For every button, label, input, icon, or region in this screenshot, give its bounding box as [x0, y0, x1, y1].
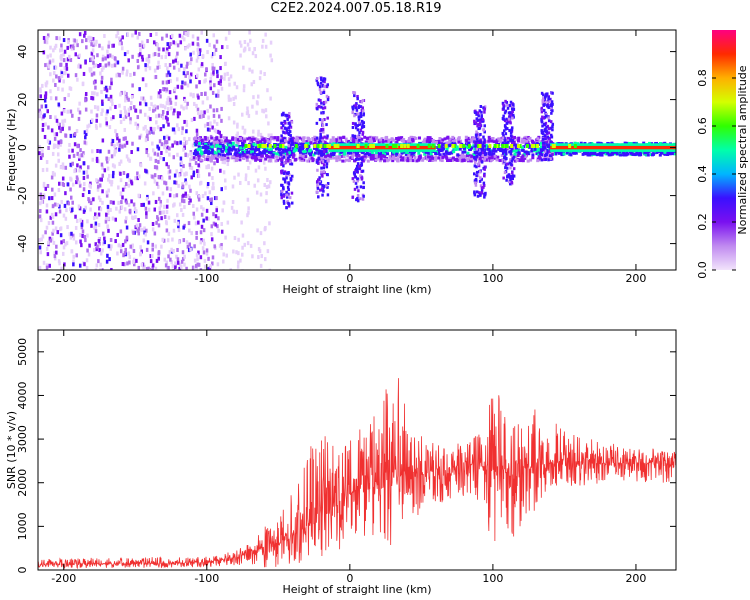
colorbar-tick-label: 0.0 [696, 261, 709, 279]
y-tick-label: 0 [16, 144, 29, 151]
x-axis-label: Height of straight line (km) [282, 283, 431, 296]
snr-frame [37, 329, 677, 571]
x-tick-label: -100 [194, 572, 219, 585]
colorbar-tick-label: 0.8 [696, 69, 709, 87]
y-tick-label: 20 [16, 93, 29, 107]
spectrogram-cells [38, 30, 676, 270]
x-tick-label: 0 [346, 272, 353, 285]
snr-panel: -200 -100 0 100 200010002000300040005000Heig… [5, 329, 677, 596]
x-tick-label: 200 [625, 272, 646, 285]
y-tick-label: 4000 [16, 381, 29, 409]
spectrogram-frame [37, 29, 677, 271]
y-tick-label: 3000 [16, 425, 29, 453]
y-axis-label: Frequency (Hz) [5, 109, 18, 192]
colorbar-tick-label: 0.6 [696, 117, 709, 135]
y-tick-label: 5000 [16, 338, 29, 366]
y-axis-label: SNR (10 * v/v) [5, 411, 18, 489]
x-tick-label: 100 [482, 272, 503, 285]
x-tick-label: 200 [625, 572, 646, 585]
x-tick-label: 0 [346, 572, 353, 585]
colorbar: 0.0 0.2 0.4 0.6 0.8 Normalized spectral ampli… [696, 30, 749, 279]
y-tick-label: -20 [16, 187, 29, 205]
x-tick-label: -200 [51, 572, 76, 585]
colorbar-label: Normalized spectral amplitude [736, 65, 749, 234]
y-tick-label: 1000 [16, 512, 29, 540]
y-tick-label: -40 [16, 235, 29, 253]
colorbar-tick-label: 0.2 [696, 213, 709, 231]
colorbar-tick-label: 0.4 [696, 165, 709, 183]
colorbar-gradient [712, 30, 736, 270]
snr-series-line [38, 378, 676, 570]
x-tick-label: -100 [194, 272, 219, 285]
y-tick-label: 0 [16, 567, 29, 574]
x-tick-label: -200 [51, 272, 76, 285]
x-axis-label: Height of straight line (km) [282, 583, 431, 596]
x-tick-label: 100 [482, 572, 503, 585]
y-tick-label: 40 [16, 45, 29, 59]
chart-title: C2E2.2024.007.05.18.R19 [270, 1, 442, 16]
y-tick-label: 2000 [16, 469, 29, 497]
